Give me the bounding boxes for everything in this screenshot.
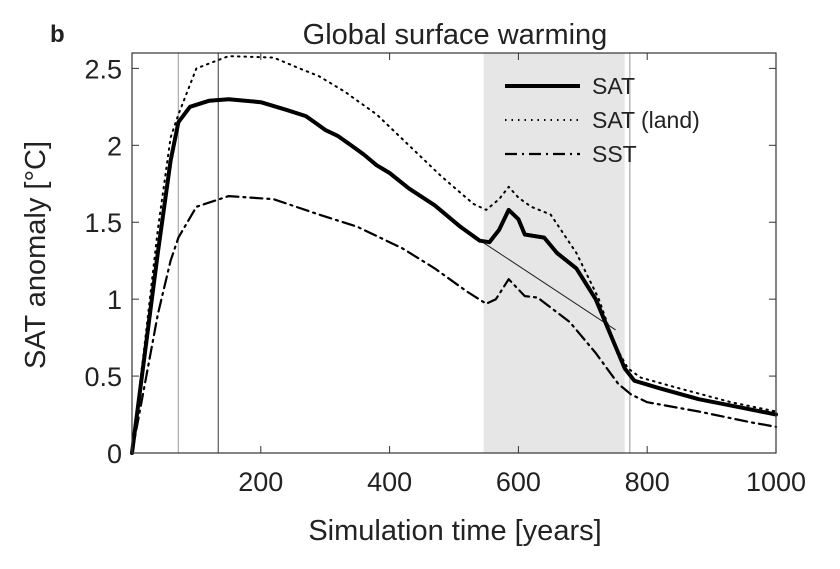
chart-title: Global surface warming xyxy=(303,19,608,51)
y-axis-label: SAT anomaly [°C] xyxy=(20,141,52,369)
legend-label: SST xyxy=(592,141,637,167)
x-axis-label: Simulation time [years] xyxy=(308,515,601,547)
trend-line xyxy=(480,240,616,331)
y-tick-label: 1.5 xyxy=(84,208,122,238)
x-tick-label: 800 xyxy=(625,467,670,497)
y-tick-label: 2 xyxy=(107,131,122,161)
series-line-sat-land xyxy=(131,55,777,454)
plot-area: 200 400 600 800 1000 0 0.5 1 1.5 2 2.5 xyxy=(84,52,806,497)
y-tick-label: 2.5 xyxy=(84,54,122,84)
y-tick-label: 0 xyxy=(107,439,122,469)
panel-label: b xyxy=(50,21,65,48)
legend-label: SAT xyxy=(592,73,635,99)
legend: SAT SAT (land) SST xyxy=(505,73,700,167)
series-line-sst xyxy=(130,195,778,455)
x-tick-label: 600 xyxy=(496,467,541,497)
shaded-interval xyxy=(483,53,625,453)
legend-label: SAT (land) xyxy=(592,107,700,133)
series-line-sat xyxy=(130,97,778,455)
x-tick-label: 400 xyxy=(367,467,412,497)
x-tick-label: 1000 xyxy=(746,467,806,497)
axes-box xyxy=(131,52,777,454)
y-tick-label: 0.5 xyxy=(84,362,122,392)
x-tick-label: 200 xyxy=(238,467,283,497)
y-tick-label: 1 xyxy=(107,285,122,315)
